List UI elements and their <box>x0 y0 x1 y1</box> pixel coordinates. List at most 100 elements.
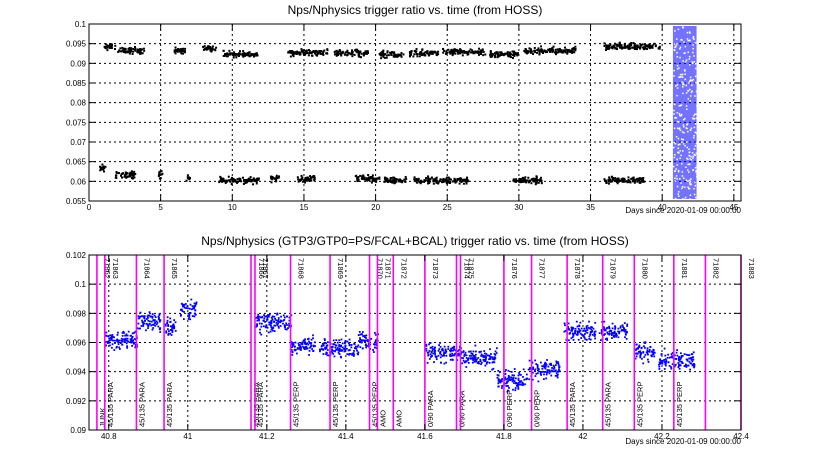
data-point <box>501 378 503 380</box>
data-point <box>500 387 503 389</box>
data-point <box>680 356 683 359</box>
data-point <box>476 51 479 54</box>
data-point <box>638 179 641 182</box>
data-point <box>423 180 426 183</box>
data-point <box>348 338 351 341</box>
data-point <box>99 165 102 168</box>
data-point <box>105 340 108 343</box>
data-point <box>659 362 662 365</box>
data-point <box>484 364 487 367</box>
data-point <box>209 47 212 50</box>
data-point <box>275 319 278 322</box>
data-point <box>608 327 611 330</box>
data-point <box>356 179 359 182</box>
run-number-label: 71881 <box>680 258 689 279</box>
data-point <box>357 55 360 58</box>
run-number-label: 71873 <box>431 258 440 279</box>
data-point <box>516 179 519 182</box>
data-point <box>650 45 653 48</box>
data-point <box>647 44 650 47</box>
data-point <box>125 342 128 345</box>
y-tick-label: 0.102 <box>66 251 87 260</box>
data-point <box>535 363 538 365</box>
data-point <box>285 315 288 318</box>
data-point <box>381 54 384 57</box>
data-point <box>470 352 473 355</box>
data-point <box>646 347 649 350</box>
data-point <box>696 176 698 178</box>
data-point <box>126 337 129 340</box>
data-point <box>542 370 545 373</box>
data-point <box>435 52 438 55</box>
data-point <box>344 341 347 344</box>
data-point <box>119 348 121 350</box>
data-point <box>391 181 394 184</box>
data-point <box>133 176 136 179</box>
data-point <box>544 361 547 364</box>
data-point <box>388 179 391 182</box>
data-point <box>556 48 559 51</box>
data-point <box>410 50 413 53</box>
data-point <box>240 180 243 183</box>
data-point <box>689 198 691 200</box>
data-point <box>679 56 681 59</box>
data-point <box>484 355 487 358</box>
data-point <box>360 56 363 59</box>
data-point <box>608 333 611 336</box>
data-point <box>340 345 342 348</box>
data-point <box>302 339 305 342</box>
data-point <box>632 177 635 180</box>
data-point <box>681 171 684 173</box>
data-point <box>307 179 310 182</box>
data-point <box>643 180 646 183</box>
data-point <box>371 177 374 180</box>
data-point <box>152 319 155 321</box>
data-point <box>164 323 167 326</box>
data-point <box>552 370 555 373</box>
data-point <box>572 327 575 330</box>
data-point <box>236 178 239 181</box>
data-point <box>649 44 652 47</box>
data-point <box>284 326 286 329</box>
data-point <box>416 53 419 56</box>
data-point <box>604 329 607 332</box>
data-point <box>262 325 265 328</box>
data-point <box>694 131 697 134</box>
data-point <box>509 379 512 381</box>
data-point <box>526 52 529 55</box>
data-point <box>485 362 488 365</box>
data-point <box>461 54 464 57</box>
data-point <box>559 49 562 52</box>
data-point <box>309 345 312 348</box>
data-point <box>444 178 447 181</box>
data-point <box>117 341 120 344</box>
data-point <box>686 123 689 125</box>
data-point <box>300 349 302 351</box>
data-point <box>687 98 690 100</box>
data-point <box>303 342 306 345</box>
data-point <box>424 51 427 54</box>
data-point <box>129 48 132 51</box>
data-point <box>264 320 266 323</box>
data-point <box>323 339 326 342</box>
data-point <box>308 50 311 53</box>
x-tick-label: 41 <box>183 432 192 441</box>
data-point <box>663 347 666 350</box>
data-point <box>134 49 137 52</box>
data-point <box>611 47 614 50</box>
data-point <box>644 354 647 356</box>
data-point <box>682 124 685 126</box>
data-point <box>170 325 173 328</box>
data-point <box>241 52 244 55</box>
data-point <box>574 329 577 332</box>
data-point <box>129 334 132 337</box>
data-point <box>695 171 698 173</box>
data-point <box>505 52 508 55</box>
data-point <box>435 355 438 358</box>
data-point <box>140 315 143 318</box>
data-point <box>470 354 473 357</box>
data-point <box>516 54 519 57</box>
y-tick-label: 0.094 <box>66 368 87 377</box>
data-point <box>581 333 584 336</box>
data-point <box>506 390 509 393</box>
